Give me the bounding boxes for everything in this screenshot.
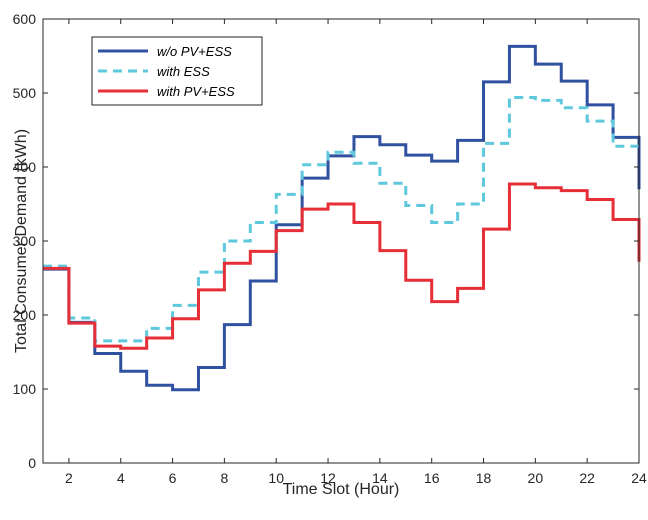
x-tick-label: 4 bbox=[117, 470, 125, 486]
y-tick-label: 300 bbox=[13, 233, 37, 249]
y-tick-label: 0 bbox=[28, 455, 36, 471]
x-axis-label: Time Slot (Hour) bbox=[283, 481, 400, 498]
y-tick-label: 400 bbox=[13, 159, 37, 175]
x-tick-label: 2 bbox=[65, 470, 73, 486]
y-axis-label: Total Consumer Demand (kWh) bbox=[13, 129, 30, 353]
y-tick-label: 500 bbox=[13, 85, 37, 101]
x-tick-label: 8 bbox=[220, 470, 228, 486]
legend: w/o PV+ESS with ESS with PV+ESS bbox=[91, 36, 263, 106]
legend-label-1: w/o PV+ESS bbox=[157, 44, 232, 59]
series-layer bbox=[43, 44, 641, 392]
legend-label-3: with PV+ESS bbox=[157, 84, 235, 99]
x-tick-label: 6 bbox=[169, 470, 177, 486]
x-tick-label: 12 bbox=[320, 470, 336, 486]
y-tick-label: 100 bbox=[13, 381, 37, 397]
x-tick-label: 20 bbox=[528, 470, 544, 486]
x-tick-label: 10 bbox=[268, 470, 284, 486]
y-tick-label: 600 bbox=[13, 11, 37, 27]
x-tick-label: 22 bbox=[579, 470, 595, 486]
legend-label-2: with ESS bbox=[157, 64, 210, 79]
y-tick-label: 200 bbox=[13, 307, 37, 323]
x-tick-label: 18 bbox=[476, 470, 492, 486]
x-tick-label: 14 bbox=[372, 470, 388, 486]
series-line-3 bbox=[43, 182, 641, 350]
x-tick-label: 24 bbox=[631, 470, 647, 486]
series-line-2 bbox=[43, 95, 639, 343]
x-tick-label: 16 bbox=[424, 470, 440, 486]
